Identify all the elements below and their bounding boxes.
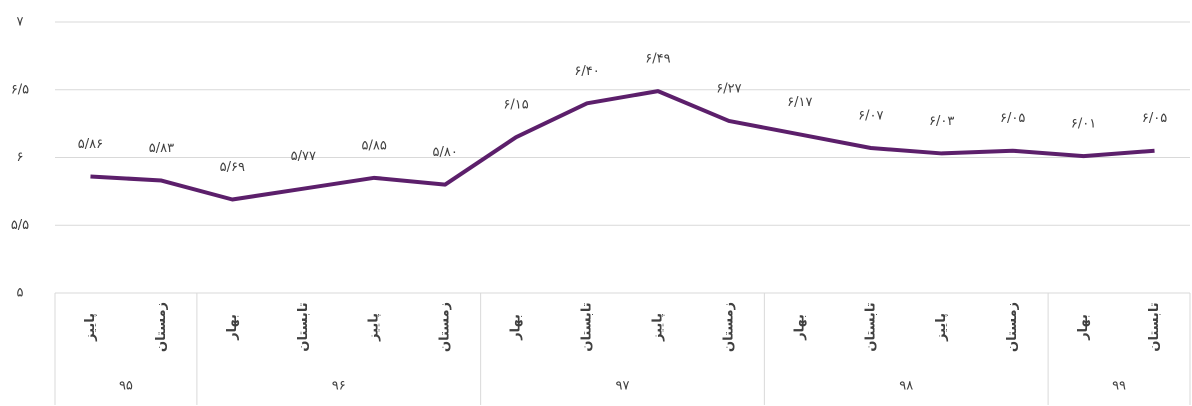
group-label: ۹۸ [899, 379, 913, 394]
x-tick-label: تابستان [1147, 302, 1162, 351]
data-line [90, 89, 1155, 202]
x-tick-label: تابستان [863, 302, 878, 351]
data-label: ۶/۴۹ [645, 52, 670, 67]
data-label: ۶/۰۳ [929, 114, 954, 129]
data-label: ۵/۸۶ [78, 137, 103, 152]
y-tick-label: ۷ [17, 15, 24, 30]
data-label: ۶/۰۵ [1142, 111, 1167, 126]
x-tick-label: پاییز [83, 313, 98, 342]
x-tick-label: بهار [225, 314, 240, 341]
data-label: ۵/۸۳ [149, 141, 174, 156]
data-label: ۵/۶۹ [220, 160, 245, 175]
data-label: ۶/۰۵ [1000, 111, 1025, 126]
x-tick-label: پاییز [650, 313, 665, 342]
data-label: ۶/۰۷ [858, 109, 883, 124]
data-label: ۶/۰۱ [1071, 117, 1096, 132]
group-label: ۹۵ [119, 379, 133, 394]
y-tick-label: ۶ [17, 150, 24, 165]
x-tick-label: زمستان [438, 302, 453, 352]
x-tick-label: زمستان [1005, 302, 1020, 352]
x-tick-label: پاییز [367, 313, 382, 342]
x-tick-label: بهار [792, 314, 807, 341]
x-tick-label: بهار [509, 314, 524, 341]
group-label: ۹۹ [1112, 379, 1126, 394]
x-tick-label: زمستان [721, 302, 736, 352]
x-tick-label: پاییز [934, 313, 949, 342]
y-tick-label: ۶/۵ [11, 82, 29, 97]
y-tick-label: ۵/۵ [11, 218, 29, 233]
x-tick-label: زمستان [154, 302, 169, 352]
data-label: ۵/۸۰ [432, 145, 457, 160]
data-label: ۶/۱۵ [503, 98, 528, 113]
data-label: ۶/۱۷ [787, 95, 812, 110]
y-tick-label: ۵ [17, 286, 24, 301]
x-tick-label: تابستان [296, 302, 311, 351]
data-label: ۶/۲۷ [716, 81, 741, 96]
data-label: ۶/۴۰ [574, 64, 599, 79]
x-tick-label: بهار [1076, 314, 1091, 341]
group-label: ۹۶ [332, 379, 346, 394]
data-label: ۵/۸۵ [362, 138, 387, 153]
x-tick-label: تابستان [580, 302, 595, 351]
group-label: ۹۷ [616, 379, 630, 394]
data-label: ۵/۷۷ [291, 149, 316, 164]
